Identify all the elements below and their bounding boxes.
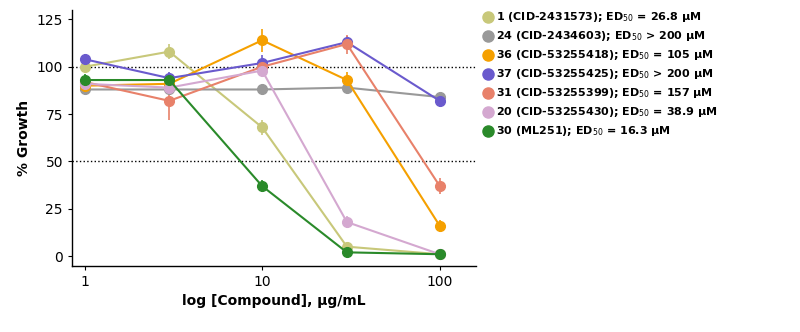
X-axis label: log [Compound], μg/mL: log [Compound], μg/mL (182, 294, 366, 308)
Y-axis label: % Growth: % Growth (17, 100, 31, 176)
Legend: 1 (CID-2431573); ED$_{50}$ = 26.8 μM, 24 (CID-2434603); ED$_{50}$ > 200 μM, 36 (: 1 (CID-2431573); ED$_{50}$ = 26.8 μM, 24… (486, 10, 718, 138)
